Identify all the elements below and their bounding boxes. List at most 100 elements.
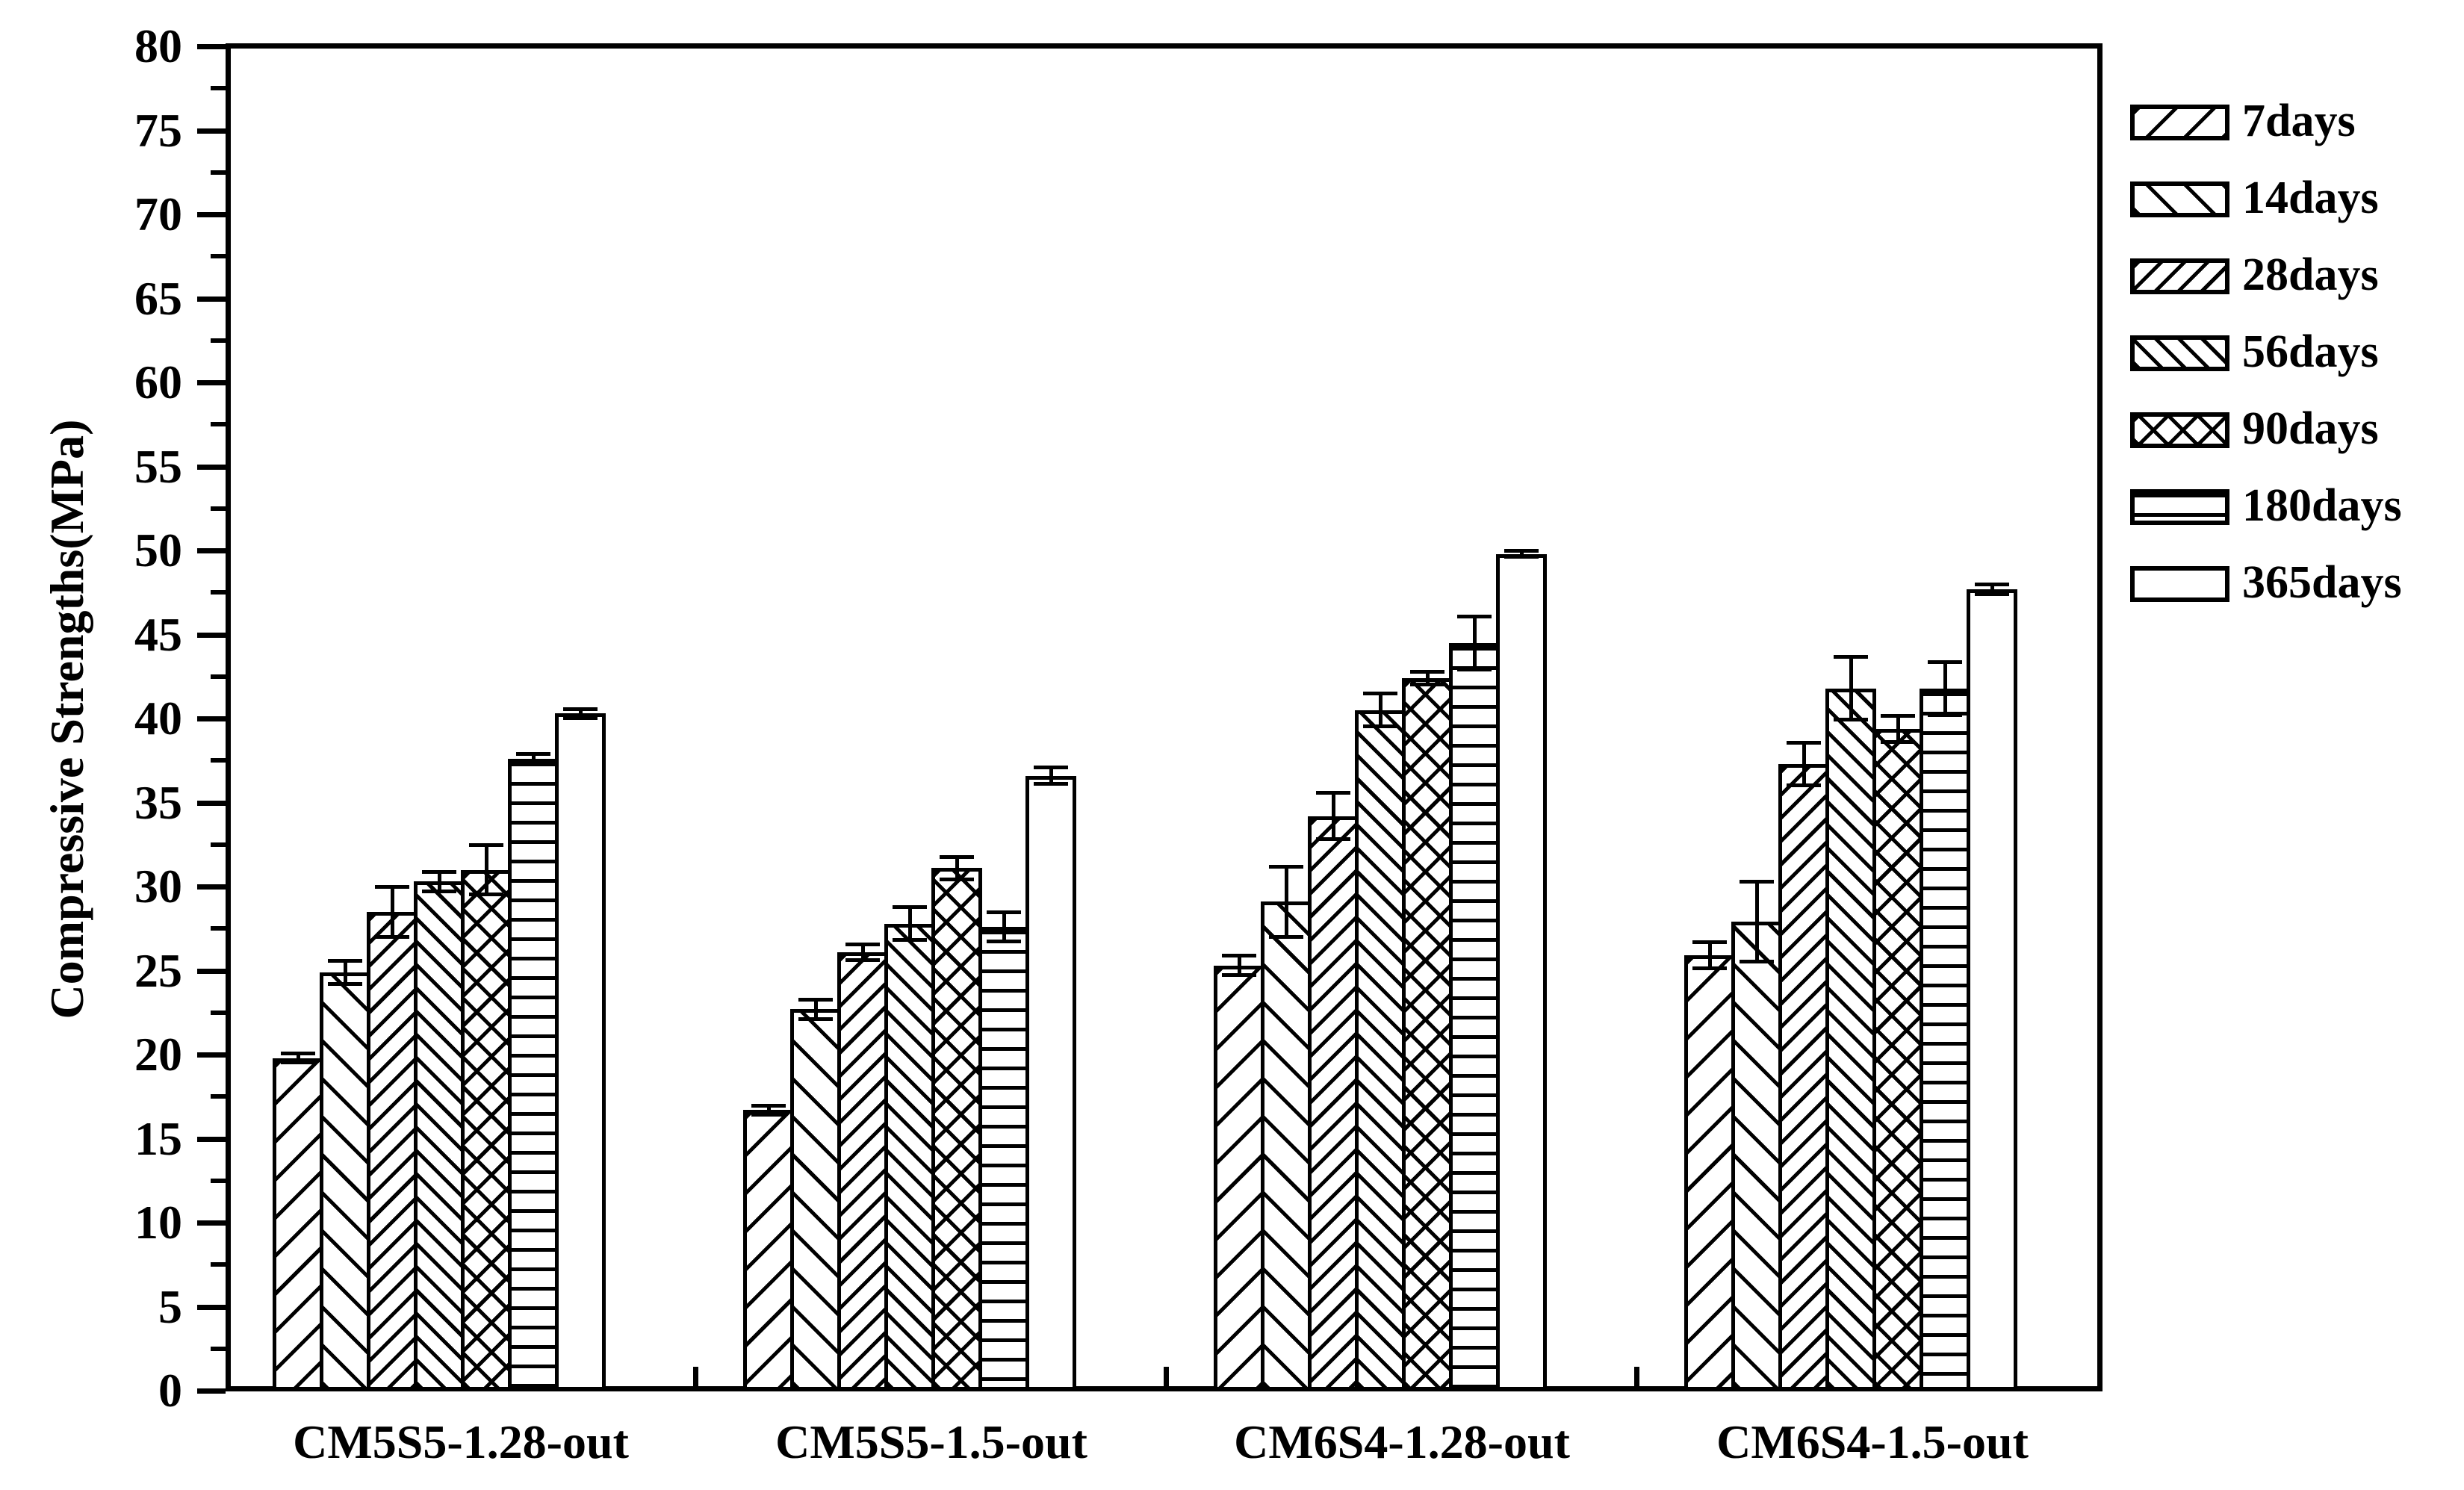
error-bar-cap-top — [751, 1103, 786, 1108]
error-bar-stem — [343, 960, 347, 984]
error-bar-cap-top — [1363, 692, 1397, 696]
y-major-tick — [197, 212, 226, 217]
bar-56days-CM6S4-1.5-out — [1825, 688, 1876, 1391]
legend-swatch-28days — [2130, 258, 2229, 294]
error-bar-stem — [1237, 955, 1241, 976]
y-major-tick — [197, 632, 226, 638]
error-bar-cap-top — [1787, 740, 1821, 745]
y-tick-label: 10 — [134, 1196, 182, 1249]
error-bar-stem — [766, 1105, 771, 1115]
error-bar-cap-top — [1740, 880, 1774, 884]
error-bar-cap-top — [1881, 713, 1915, 718]
legend-label-365days: 365days — [2242, 557, 2402, 608]
error-bar-cap-bottom — [1692, 966, 1727, 971]
error-bar-cap-bottom — [1222, 973, 1256, 978]
bar-180days-CM5S5-1.5-out — [978, 927, 1029, 1391]
y-major-tick — [197, 968, 226, 974]
error-bar-cap-bottom — [1881, 739, 1915, 744]
y-tick-label: 60 — [134, 356, 182, 409]
error-bar-cap-bottom — [751, 1113, 786, 1117]
y-minor-tick — [211, 1178, 226, 1183]
error-bar-stem — [813, 999, 818, 1019]
error-bar-cap-bottom — [798, 1016, 833, 1021]
y-minor-tick — [211, 1346, 226, 1351]
error-bar-stem — [1331, 792, 1335, 839]
error-bar-stem — [1849, 656, 1853, 721]
error-bar-cap-bottom — [1834, 718, 1868, 722]
y-tick-label: 45 — [134, 607, 182, 661]
y-major-tick — [197, 548, 226, 553]
bar-14days-CM6S4-1.28-out — [1261, 901, 1312, 1391]
x-category-label: CM6S4-1.28-out — [1234, 1415, 1570, 1468]
y-major-tick — [197, 1304, 226, 1310]
error-bar-cap-top — [1222, 954, 1256, 958]
y-tick-label: 55 — [134, 439, 182, 493]
error-bar-stem — [955, 856, 959, 880]
error-bar-cap-bottom — [1363, 724, 1397, 729]
error-bar-cap-bottom — [281, 1061, 315, 1065]
error-bar-cap-top — [1692, 940, 1727, 945]
error-bar-cap-bottom — [422, 889, 456, 893]
bar-7days-CM6S4-1.28-out — [1214, 965, 1264, 1391]
y-minor-tick — [211, 590, 226, 595]
error-bar-cap-top — [1504, 549, 1539, 553]
error-bar-cap-top — [1834, 654, 1868, 659]
y-minor-tick — [211, 1094, 226, 1099]
bar-180days-CM6S4-1.5-out — [1920, 688, 1970, 1391]
legend-label-180days: 180days — [2242, 480, 2402, 531]
legend-swatch-56days — [2130, 335, 2229, 371]
error-bar-stem — [1754, 881, 1759, 963]
y-minor-tick — [211, 86, 226, 91]
error-bar-stem — [1519, 550, 1524, 557]
error-bar-stem — [1707, 942, 1712, 969]
y-minor-tick — [211, 506, 226, 511]
bar-365days-CM5S5-1.5-out — [1025, 775, 1076, 1391]
bar-90days-CM5S5-1.28-out — [461, 869, 512, 1391]
error-bar-cap-top — [281, 1051, 315, 1055]
error-bar-cap-top — [469, 842, 503, 847]
error-bar-cap-top — [845, 942, 880, 946]
x-category-label: CM5S5-1.28-out — [293, 1415, 629, 1468]
y-tick-label: 30 — [134, 860, 182, 913]
y-major-tick — [197, 1136, 226, 1142]
y-minor-tick — [211, 1262, 226, 1267]
legend-label-14days: 14days — [2242, 173, 2379, 223]
bar-56days-CM5S5-1.5-out — [884, 923, 935, 1391]
bar-90days-CM5S5-1.5-out — [931, 868, 982, 1391]
y-tick-label: 80 — [134, 19, 182, 72]
bar-56days-CM5S5-1.28-out — [414, 881, 465, 1391]
y-major-tick — [197, 1052, 226, 1058]
legend-swatch-180days — [2130, 489, 2229, 525]
y-minor-tick — [211, 758, 226, 763]
x-separator-tick — [693, 1367, 698, 1386]
error-bar-cap-top — [422, 869, 456, 874]
bar-180days-CM5S5-1.28-out — [508, 759, 559, 1391]
y-tick-label: 75 — [134, 103, 182, 157]
x-category-label: CM6S4-1.5-out — [1716, 1415, 2029, 1468]
x-separator-tick — [1634, 1367, 1639, 1386]
bar-180days-CM6S4-1.28-out — [1449, 642, 1500, 1391]
error-bar-stem — [907, 907, 912, 940]
error-bar-cap-top — [1316, 791, 1350, 795]
y-minor-tick — [211, 842, 226, 847]
error-bar-stem — [1802, 742, 1806, 786]
error-bar-cap-bottom — [328, 981, 362, 986]
error-bar-stem — [484, 844, 488, 895]
bar-365days-CM6S4-1.28-out — [1496, 553, 1547, 1391]
y-minor-tick — [211, 674, 226, 679]
legend-swatch-7days — [2130, 105, 2229, 140]
legend-label-7days: 7days — [2242, 96, 2356, 146]
y-minor-tick — [211, 422, 226, 427]
error-bar-stem — [1002, 911, 1006, 943]
y-major-tick — [197, 296, 226, 302]
y-tick-label: 65 — [134, 271, 182, 325]
error-bar-cap-bottom — [1504, 555, 1539, 559]
legend-label-28days: 28days — [2242, 249, 2379, 300]
error-bar-cap-top — [1975, 583, 2009, 586]
y-minor-tick — [211, 254, 226, 259]
error-bar-stem — [860, 943, 865, 960]
bar-56days-CM6S4-1.28-out — [1355, 710, 1406, 1391]
bar-90days-CM6S4-1.28-out — [1402, 678, 1453, 1391]
error-bar-stem — [1284, 866, 1288, 937]
